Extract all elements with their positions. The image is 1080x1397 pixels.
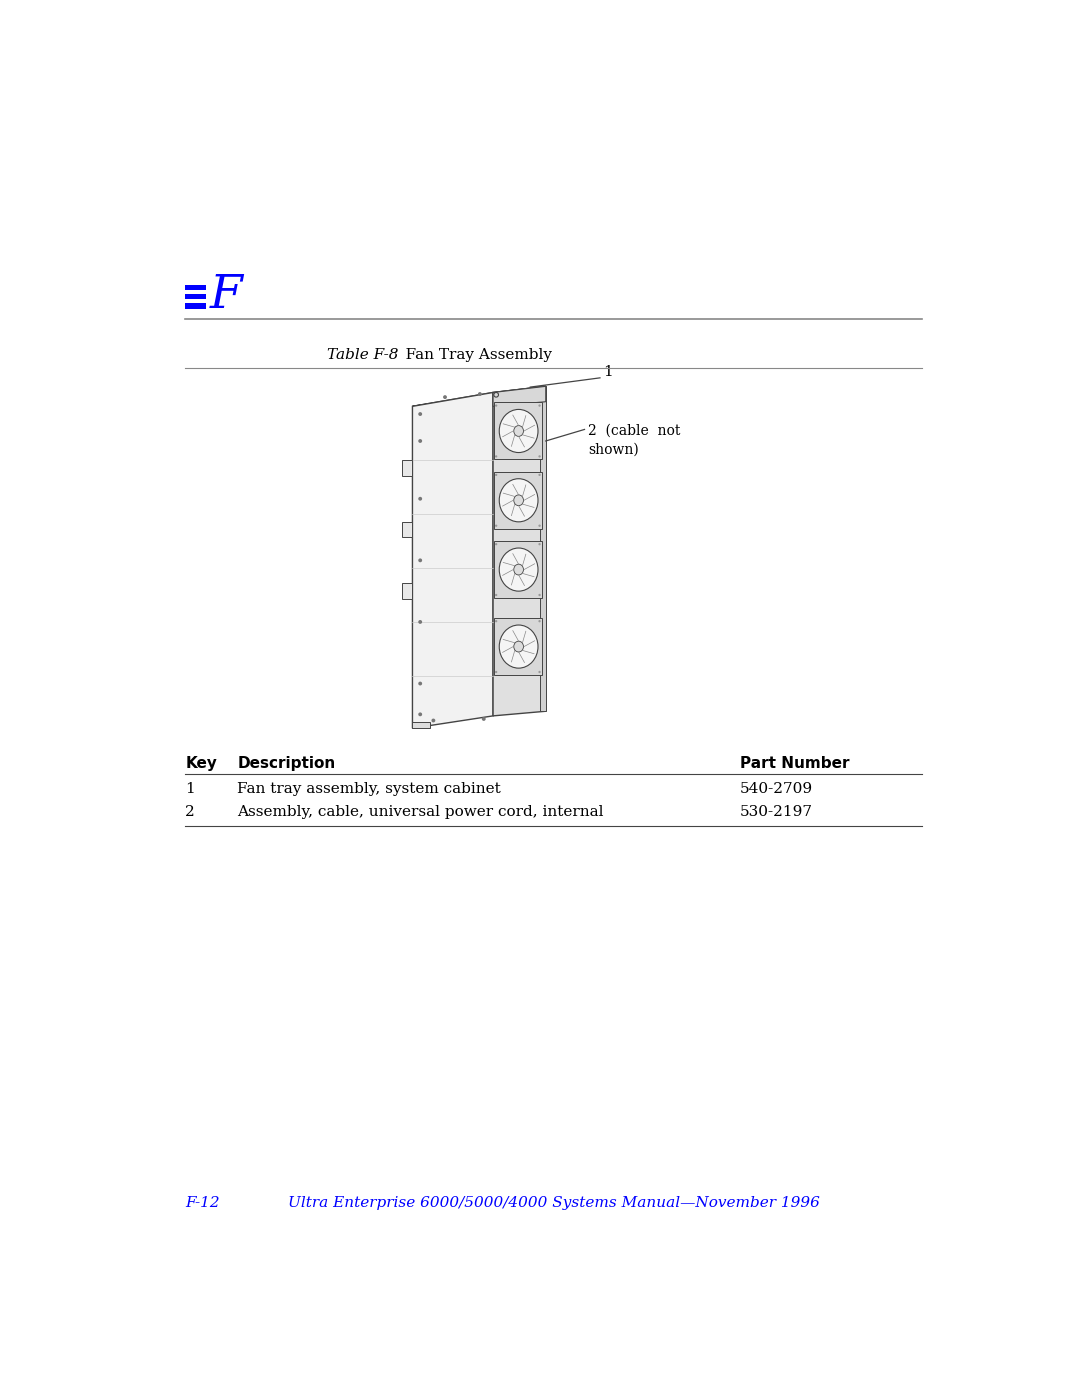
Circle shape [478,393,482,395]
Circle shape [418,712,422,717]
Circle shape [539,404,541,407]
Text: Key: Key [186,756,217,771]
Polygon shape [494,387,545,407]
Circle shape [539,543,541,545]
Circle shape [418,412,422,416]
Circle shape [495,620,497,622]
Text: Assembly, cable, universal power cord, internal: Assembly, cable, universal power cord, i… [238,805,604,819]
Polygon shape [540,387,545,711]
Circle shape [482,717,486,721]
Circle shape [539,620,541,622]
Text: Fan Tray Assembly: Fan Tray Assembly [391,348,552,362]
Polygon shape [413,722,430,728]
Circle shape [539,671,541,673]
Circle shape [431,718,435,722]
Circle shape [418,497,422,500]
Polygon shape [403,584,413,599]
Circle shape [495,594,497,597]
Text: 530-2197: 530-2197 [740,805,812,819]
Circle shape [539,594,541,597]
Polygon shape [494,541,542,598]
Ellipse shape [514,641,524,652]
Text: F: F [211,272,243,317]
Circle shape [495,474,497,476]
Text: Ultra Enterprise 6000/5000/4000 Systems Manual—November 1996: Ultra Enterprise 6000/5000/4000 Systems … [287,1196,820,1210]
Polygon shape [494,402,542,460]
Ellipse shape [499,624,538,668]
Circle shape [495,671,497,673]
Polygon shape [403,460,413,475]
Circle shape [418,682,422,686]
Bar [186,285,205,291]
Ellipse shape [499,479,538,522]
Polygon shape [494,617,542,675]
Polygon shape [403,522,413,538]
Polygon shape [413,387,545,407]
Ellipse shape [499,548,538,591]
Text: Fan tray assembly, system cabinet: Fan tray assembly, system cabinet [238,782,501,796]
Circle shape [539,474,541,476]
Circle shape [418,620,422,624]
Polygon shape [494,387,545,715]
Text: 2: 2 [186,805,195,819]
Text: F-12: F-12 [186,1196,220,1210]
Circle shape [495,404,497,407]
Text: 1: 1 [603,365,612,379]
Ellipse shape [514,564,524,576]
Ellipse shape [514,495,524,506]
Circle shape [495,455,497,458]
Circle shape [539,524,541,527]
Text: 1: 1 [186,782,195,796]
Text: 540-2709: 540-2709 [740,782,812,796]
Circle shape [495,524,497,527]
Circle shape [443,395,447,400]
Ellipse shape [514,426,524,436]
Ellipse shape [499,409,538,453]
Bar [186,293,205,299]
Bar [186,303,205,309]
Circle shape [418,559,422,562]
Text: Table F-8: Table F-8 [327,348,399,362]
Circle shape [495,543,497,545]
Circle shape [539,455,541,458]
Text: 2  (cable  not
shown): 2 (cable not shown) [589,423,680,457]
Polygon shape [494,472,542,529]
Circle shape [418,439,422,443]
Text: Description: Description [238,756,336,771]
Polygon shape [413,393,494,728]
Text: Part Number: Part Number [740,756,849,771]
